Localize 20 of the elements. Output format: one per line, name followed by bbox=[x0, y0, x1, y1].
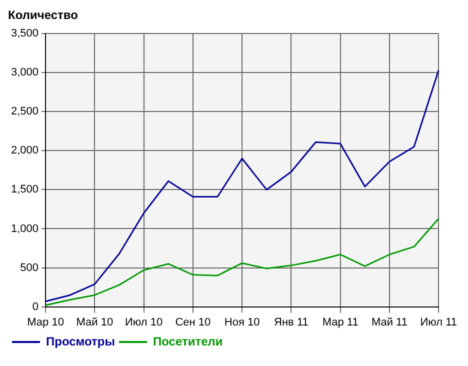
y-tick-label: 2,500 bbox=[10, 106, 39, 118]
y-tick-label: 3,500 bbox=[10, 28, 39, 40]
x-tick-label: Июл 11 bbox=[420, 316, 457, 328]
x-tick-label: Сен 10 bbox=[175, 316, 211, 328]
x-tick-label: Мар 10 bbox=[27, 316, 64, 328]
legend-label: Просмотры bbox=[46, 334, 116, 348]
y-axis-title: Количество bbox=[8, 8, 79, 24]
y-tick-label: 0 bbox=[32, 300, 39, 313]
x-tick-label: Ноя 10 bbox=[224, 316, 260, 328]
x-tick-label: Май 10 bbox=[76, 316, 114, 328]
x-tick-label: Май 11 bbox=[371, 316, 408, 328]
y-tick-label: 500 bbox=[20, 262, 39, 274]
y-tick-label: 1,000 bbox=[10, 222, 39, 235]
legend-label: Посетители bbox=[153, 334, 223, 348]
x-tick-label: Янв 11 bbox=[274, 316, 308, 328]
y-tick-label: 1,500 bbox=[10, 184, 39, 196]
x-tick-label: Мар 11 bbox=[322, 316, 358, 328]
x-tick-label: Июл 10 bbox=[124, 316, 163, 328]
y-tick-label: 2,000 bbox=[10, 144, 39, 157]
y-tick-label: 3,000 bbox=[10, 66, 39, 79]
